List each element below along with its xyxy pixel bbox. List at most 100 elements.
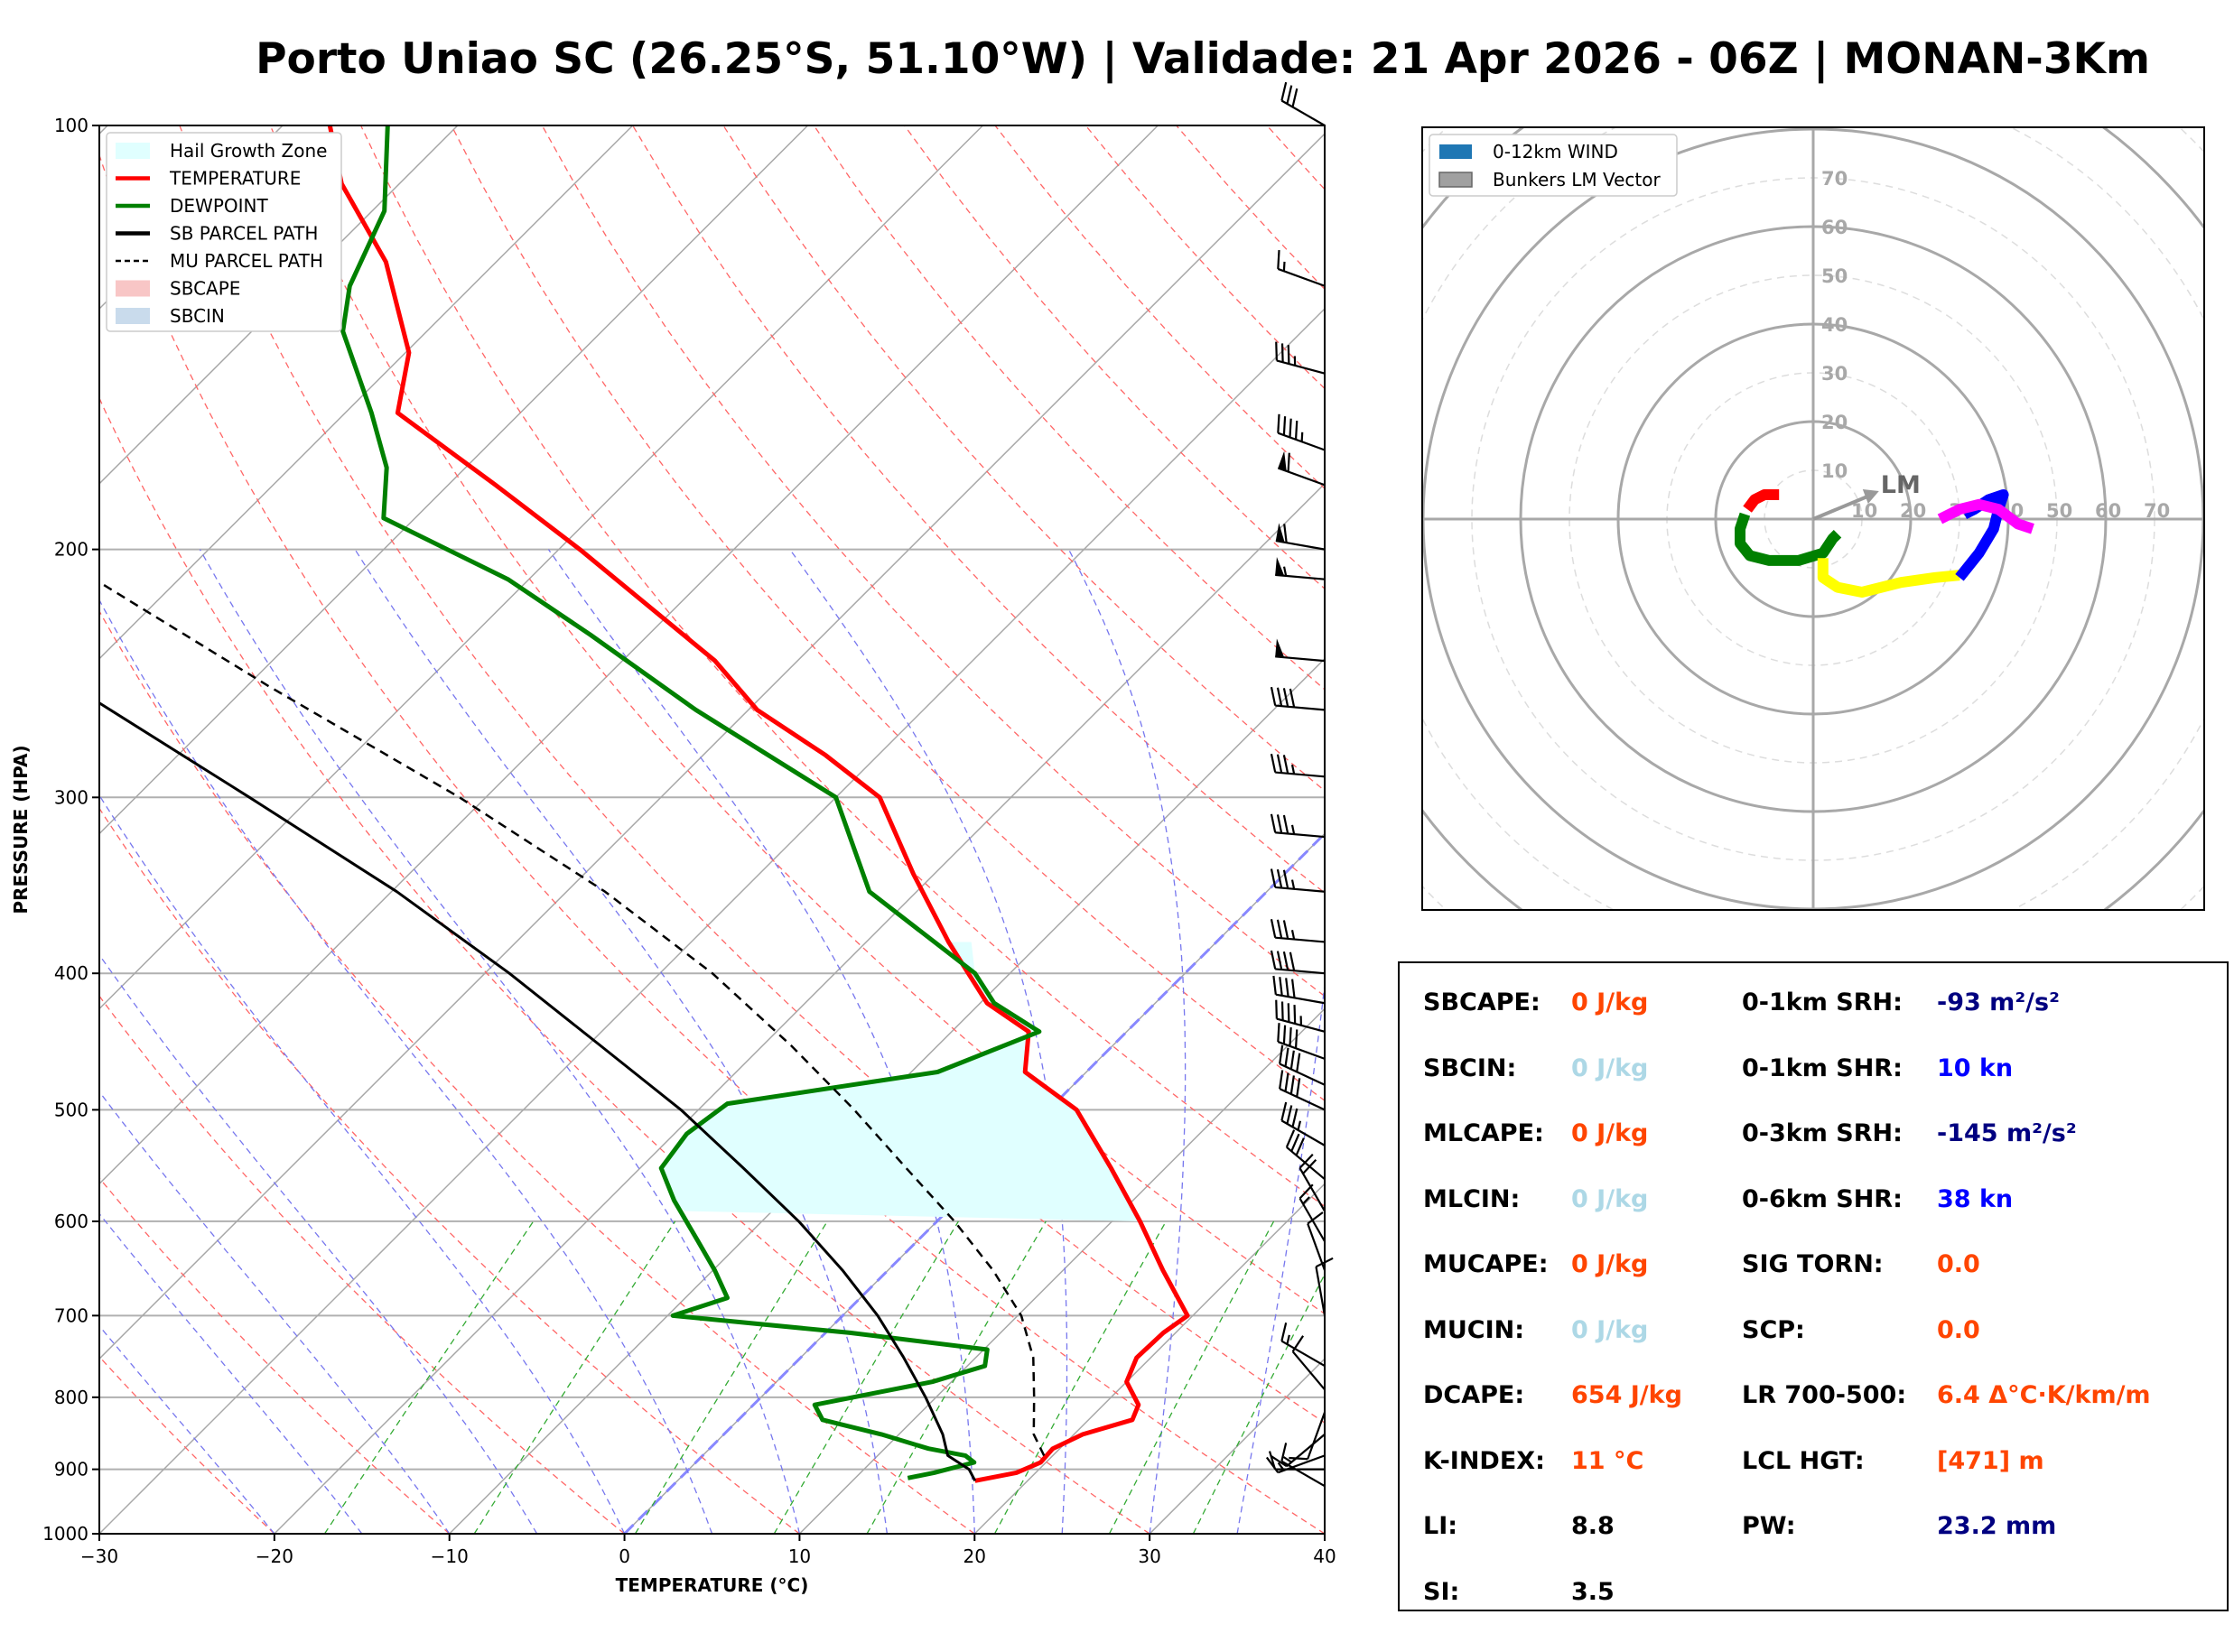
barb-full (1276, 951, 1283, 970)
barb-staff (1299, 1167, 1326, 1212)
mixing-ratio-line (473, 1220, 676, 1534)
x-tick-label: 20 (963, 1545, 986, 1567)
barb-full (1296, 1078, 1301, 1098)
barb-full (1276, 919, 1283, 939)
isotherm-line (274, 482, 1325, 1534)
dry-adiabat (269, 125, 1325, 1315)
moist-adiabat (1067, 549, 1187, 1534)
stat-label: SBCAPE: (1423, 988, 1541, 1016)
barb-full (1299, 1153, 1314, 1169)
y-tick-label: 700 (54, 1304, 88, 1326)
barb-staff (1275, 704, 1326, 711)
hodo-ring-label: 60 (1821, 217, 1848, 238)
wind-barb (1275, 638, 1326, 663)
moist-adiabat (1236, 979, 1325, 1534)
barb-full (1286, 1105, 1293, 1125)
y-tick-label: 400 (54, 962, 88, 984)
moist-adiabat (99, 1091, 451, 1534)
barb-full (1282, 869, 1289, 889)
x-tick-label: −20 (256, 1545, 293, 1567)
dry-adiabat (179, 125, 1325, 1424)
barb-flag (1275, 638, 1285, 658)
barb-full (1276, 754, 1283, 774)
lm-vector (1812, 493, 1873, 521)
barb-full (1270, 868, 1277, 888)
barb-staff (1275, 655, 1326, 663)
hodo-frame (1421, 126, 2205, 911)
barb-full (1291, 88, 1299, 107)
wind-barb (1272, 975, 1326, 1005)
stat-value: 0 J/kg (1571, 1315, 1649, 1344)
isotherm-line (99, 125, 1159, 1185)
hodo-ring-label: 50 (2046, 500, 2072, 522)
barb-full (1290, 979, 1296, 998)
stat-value: 0 J/kg (1571, 1053, 1649, 1082)
legend-label: SBCAPE (170, 278, 240, 300)
dry-adiabat (632, 125, 1325, 894)
stat-value: 10 kn (1937, 1053, 2014, 1082)
y-tick-label: 300 (54, 786, 88, 808)
y-tick-label: 600 (54, 1211, 88, 1232)
barb-half (1282, 261, 1286, 272)
barb-staff (1275, 968, 1326, 975)
barb-full (1286, 85, 1293, 105)
barb-full (1291, 1335, 1305, 1352)
y-tick-label: 100 (54, 115, 88, 136)
x-tick-label: 10 (788, 1545, 811, 1567)
barb-full (1282, 416, 1287, 436)
wind-barb (1275, 341, 1326, 375)
stat-value: 38 kn (1937, 1184, 2014, 1213)
barb-half (1286, 1334, 1290, 1345)
isotherm-line (99, 125, 983, 1010)
barb-full (1289, 1456, 1308, 1461)
dry-adiabat (99, 1355, 275, 1534)
mixing-ratio-line (1192, 1273, 1325, 1534)
barb-full (1268, 1451, 1277, 1470)
hodo-segment (1817, 558, 1960, 598)
legend-label: TEMPERATURE (169, 168, 301, 190)
barb-full (1296, 1053, 1301, 1072)
isotherm-line (624, 832, 1325, 1534)
barb-flag (1275, 556, 1285, 576)
barb-staff (1275, 539, 1326, 551)
barb-staff (1307, 1223, 1326, 1271)
legend-swatch (116, 308, 150, 324)
chart-title: Porto Uniao SC (26.25°S, 51.10°W) | Vali… (256, 34, 2150, 84)
barb-full (1285, 978, 1289, 998)
barb-staff (1280, 1340, 1326, 1368)
legend-label: SB PARCEL PATH (170, 223, 318, 245)
dry-adiabat (99, 807, 800, 1534)
series-dewpoint (340, 125, 1042, 1480)
hodo-ring-label: 20 (1900, 500, 1926, 522)
moist-adiabat (354, 549, 889, 1534)
wind-barb (1280, 1443, 1326, 1488)
barb-staff (1277, 267, 1326, 287)
hodo-ring-label: 70 (1821, 168, 1848, 190)
isotherm-line (798, 1007, 1325, 1534)
barb-flag (1278, 450, 1287, 471)
moist-adiabat (99, 1212, 363, 1534)
stats-panel: SBCAPE: 0 J/kg SBCIN: 0 J/kg MLCAPE: 0 J/kg ML… (1398, 961, 2229, 1611)
wind-barb (1275, 999, 1326, 1033)
barb-full (1289, 688, 1296, 708)
mixing-ratio-line (634, 1220, 828, 1534)
barb-full (1279, 1044, 1284, 1064)
barb-full (1270, 813, 1277, 833)
barb-full (1277, 250, 1280, 270)
barb-full (1280, 1443, 1288, 1462)
stat-label: MUCIN: (1423, 1315, 1525, 1344)
barb-full (1282, 951, 1289, 970)
barb-full (1270, 686, 1277, 706)
barb-full (1279, 1070, 1284, 1090)
barb-half (1290, 764, 1296, 775)
wind-barb (1280, 1322, 1326, 1368)
wind-barb (1268, 1451, 1325, 1471)
hodo-legend-label: 0-12km WIND (1493, 141, 1618, 162)
barb-full (1276, 687, 1283, 707)
barb-staff (1280, 1460, 1326, 1488)
barb-half (1302, 1196, 1310, 1205)
barb-full (1315, 1257, 1334, 1268)
barb-full (1272, 975, 1277, 995)
barb-full (1284, 1047, 1289, 1067)
barb-half (1290, 930, 1296, 940)
